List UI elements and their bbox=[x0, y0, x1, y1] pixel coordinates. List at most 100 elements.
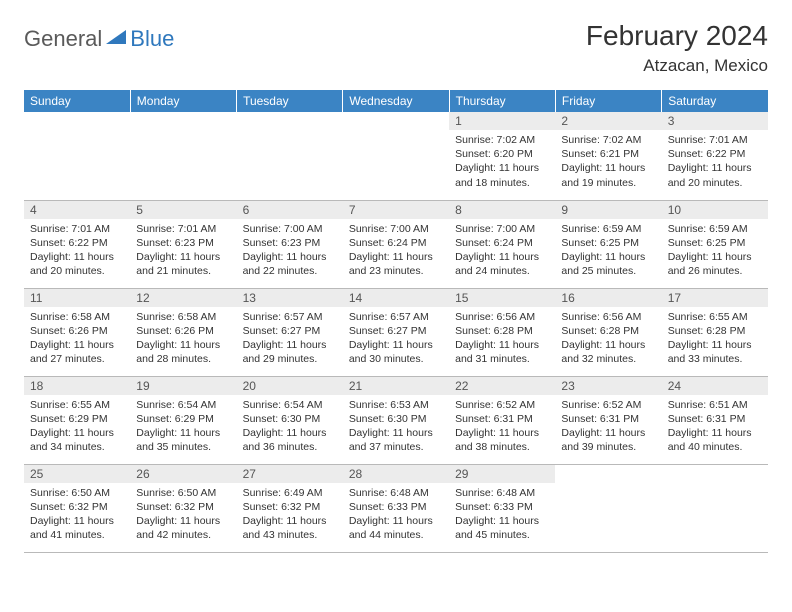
sunset-text: Sunset: 6:29 PM bbox=[136, 412, 230, 426]
daylight-text: and 19 minutes. bbox=[561, 176, 655, 190]
calendar-cell: 11Sunrise: 6:58 AMSunset: 6:26 PMDayligh… bbox=[24, 288, 130, 376]
daylight-text: and 26 minutes. bbox=[668, 264, 762, 278]
sunrise-text: Sunrise: 6:57 AM bbox=[349, 310, 443, 324]
day-number: 5 bbox=[130, 201, 236, 219]
sunrise-text: Sunrise: 7:02 AM bbox=[455, 133, 549, 147]
day-number: 1 bbox=[449, 112, 555, 130]
sunrise-text: Sunrise: 6:48 AM bbox=[349, 486, 443, 500]
calendar-cell: 6Sunrise: 7:00 AMSunset: 6:23 PMDaylight… bbox=[237, 200, 343, 288]
day-number: 27 bbox=[237, 465, 343, 483]
day-number: 20 bbox=[237, 377, 343, 395]
sunset-text: Sunset: 6:28 PM bbox=[561, 324, 655, 338]
daylight-text: Daylight: 11 hours bbox=[136, 250, 230, 264]
sunrise-text: Sunrise: 7:00 AM bbox=[455, 222, 549, 236]
sunset-text: Sunset: 6:28 PM bbox=[455, 324, 549, 338]
daylight-text: and 32 minutes. bbox=[561, 352, 655, 366]
daylight-text: Daylight: 11 hours bbox=[668, 161, 762, 175]
daylight-text: Daylight: 11 hours bbox=[455, 514, 549, 528]
daylight-text: Daylight: 11 hours bbox=[561, 161, 655, 175]
day-details: Sunrise: 6:50 AMSunset: 6:32 PMDaylight:… bbox=[130, 483, 236, 547]
sunrise-text: Sunrise: 6:57 AM bbox=[243, 310, 337, 324]
sunrise-text: Sunrise: 6:56 AM bbox=[455, 310, 549, 324]
calendar-cell: 22Sunrise: 6:52 AMSunset: 6:31 PMDayligh… bbox=[449, 376, 555, 464]
daylight-text: and 20 minutes. bbox=[30, 264, 124, 278]
sunset-text: Sunset: 6:32 PM bbox=[30, 500, 124, 514]
daylight-text: Daylight: 11 hours bbox=[455, 426, 549, 440]
sunrise-text: Sunrise: 6:55 AM bbox=[668, 310, 762, 324]
daylight-text: and 33 minutes. bbox=[668, 352, 762, 366]
day-number: 8 bbox=[449, 201, 555, 219]
daylight-text: Daylight: 11 hours bbox=[455, 250, 549, 264]
day-details: Sunrise: 7:01 AMSunset: 6:23 PMDaylight:… bbox=[130, 219, 236, 283]
calendar-cell: 14Sunrise: 6:57 AMSunset: 6:27 PMDayligh… bbox=[343, 288, 449, 376]
calendar-week-row: 18Sunrise: 6:55 AMSunset: 6:29 PMDayligh… bbox=[24, 376, 768, 464]
calendar-cell: 7Sunrise: 7:00 AMSunset: 6:24 PMDaylight… bbox=[343, 200, 449, 288]
calendar-cell: 28Sunrise: 6:48 AMSunset: 6:33 PMDayligh… bbox=[343, 464, 449, 552]
day-details: Sunrise: 6:58 AMSunset: 6:26 PMDaylight:… bbox=[24, 307, 130, 371]
daylight-text: and 20 minutes. bbox=[668, 176, 762, 190]
sunrise-text: Sunrise: 6:49 AM bbox=[243, 486, 337, 500]
sunset-text: Sunset: 6:29 PM bbox=[30, 412, 124, 426]
daylight-text: Daylight: 11 hours bbox=[561, 250, 655, 264]
day-details: Sunrise: 6:54 AMSunset: 6:30 PMDaylight:… bbox=[237, 395, 343, 459]
daylight-text: and 36 minutes. bbox=[243, 440, 337, 454]
daylight-text: Daylight: 11 hours bbox=[668, 338, 762, 352]
sunrise-text: Sunrise: 6:59 AM bbox=[668, 222, 762, 236]
daylight-text: Daylight: 11 hours bbox=[455, 161, 549, 175]
calendar-table: Sunday Monday Tuesday Wednesday Thursday… bbox=[24, 90, 768, 553]
day-number: 7 bbox=[343, 201, 449, 219]
daylight-text: Daylight: 11 hours bbox=[30, 338, 124, 352]
sunrise-text: Sunrise: 6:55 AM bbox=[30, 398, 124, 412]
daylight-text: and 18 minutes. bbox=[455, 176, 549, 190]
page-title: February 2024 bbox=[586, 20, 768, 52]
calendar-cell: 19Sunrise: 6:54 AMSunset: 6:29 PMDayligh… bbox=[130, 376, 236, 464]
calendar-cell: 8 Sunrise: 7:00 AMSunset: 6:24 PMDaylight… bbox=[449, 200, 555, 288]
daylight-text: Daylight: 11 hours bbox=[136, 426, 230, 440]
day-number: 25 bbox=[24, 465, 130, 483]
daylight-text: Daylight: 11 hours bbox=[349, 426, 443, 440]
day-number: 12 bbox=[130, 289, 236, 307]
sunrise-text: Sunrise: 7:02 AM bbox=[561, 133, 655, 147]
calendar-week-row: 11Sunrise: 6:58 AMSunset: 6:26 PMDayligh… bbox=[24, 288, 768, 376]
daylight-text: Daylight: 11 hours bbox=[30, 250, 124, 264]
day-details: Sunrise: 6:51 AMSunset: 6:31 PMDaylight:… bbox=[662, 395, 768, 459]
daylight-text: Daylight: 11 hours bbox=[455, 338, 549, 352]
daylight-text: and 24 minutes. bbox=[455, 264, 549, 278]
day-details: Sunrise: 6:56 AMSunset: 6:28 PMDaylight:… bbox=[555, 307, 661, 371]
daylight-text: and 45 minutes. bbox=[455, 528, 549, 542]
day-details: Sunrise: 6:59 AMSunset: 6:25 PMDaylight:… bbox=[555, 219, 661, 283]
calendar-cell: 17Sunrise: 6:55 AMSunset: 6:28 PMDayligh… bbox=[662, 288, 768, 376]
day-number: 4 bbox=[24, 201, 130, 219]
day-number: 26 bbox=[130, 465, 236, 483]
calendar-cell: 25Sunrise: 6:50 AMSunset: 6:32 PMDayligh… bbox=[24, 464, 130, 552]
sunrise-text: Sunrise: 7:01 AM bbox=[30, 222, 124, 236]
daylight-text: and 37 minutes. bbox=[349, 440, 443, 454]
day-details: Sunrise: 7:00 AMSunset: 6:23 PMDaylight:… bbox=[237, 219, 343, 283]
day-details: Sunrise: 6:59 AMSunset: 6:25 PMDaylight:… bbox=[662, 219, 768, 283]
calendar-cell: 18Sunrise: 6:55 AMSunset: 6:29 PMDayligh… bbox=[24, 376, 130, 464]
sunset-text: Sunset: 6:24 PM bbox=[455, 236, 549, 250]
day-details: Sunrise: 6:57 AMSunset: 6:27 PMDaylight:… bbox=[237, 307, 343, 371]
daylight-text: and 31 minutes. bbox=[455, 352, 549, 366]
day-number: 29 bbox=[449, 465, 555, 483]
daylight-text: and 21 minutes. bbox=[136, 264, 230, 278]
daylight-text: and 40 minutes. bbox=[668, 440, 762, 454]
sunset-text: Sunset: 6:33 PM bbox=[349, 500, 443, 514]
weekday-header: Thursday bbox=[449, 90, 555, 112]
calendar-cell: 26Sunrise: 6:50 AMSunset: 6:32 PMDayligh… bbox=[130, 464, 236, 552]
daylight-text: and 34 minutes. bbox=[30, 440, 124, 454]
sunset-text: Sunset: 6:26 PM bbox=[136, 324, 230, 338]
day-number: 15 bbox=[449, 289, 555, 307]
calendar-cell: 24Sunrise: 6:51 AMSunset: 6:31 PMDayligh… bbox=[662, 376, 768, 464]
calendar-cell: 21Sunrise: 6:53 AMSunset: 6:30 PMDayligh… bbox=[343, 376, 449, 464]
calendar-cell: 5Sunrise: 7:01 AMSunset: 6:23 PMDaylight… bbox=[130, 200, 236, 288]
logo-text-general: General bbox=[24, 26, 102, 52]
calendar-cell: 27Sunrise: 6:49 AMSunset: 6:32 PMDayligh… bbox=[237, 464, 343, 552]
calendar-cell bbox=[555, 464, 661, 552]
day-number: 13 bbox=[237, 289, 343, 307]
header: General Blue February 2024 Atzacan, Mexi… bbox=[24, 20, 768, 76]
weekday-header-row: Sunday Monday Tuesday Wednesday Thursday… bbox=[24, 90, 768, 112]
day-details: Sunrise: 7:02 AMSunset: 6:20 PMDaylight:… bbox=[449, 130, 555, 194]
day-details: Sunrise: 7:01 AMSunset: 6:22 PMDaylight:… bbox=[24, 219, 130, 283]
daylight-text: Daylight: 11 hours bbox=[243, 338, 337, 352]
